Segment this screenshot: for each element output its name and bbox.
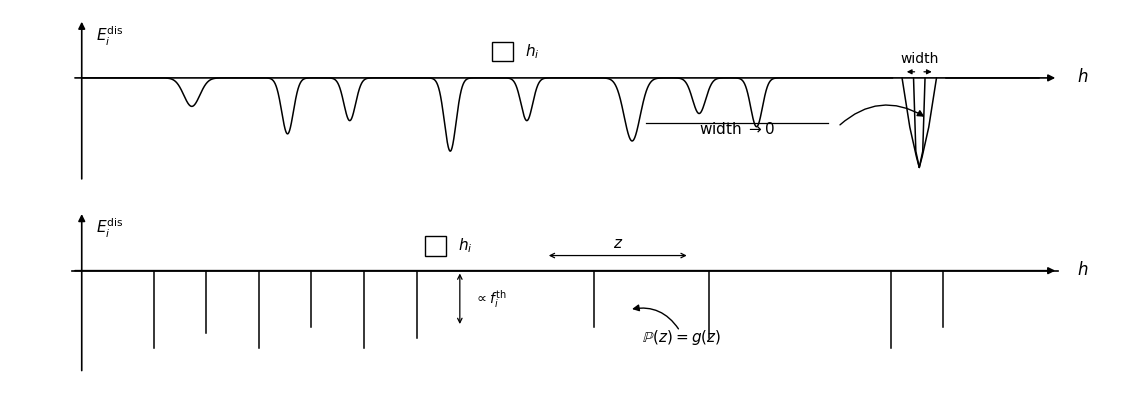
Text: $\mathbb{P}(z) = g(z)$: $\mathbb{P}(z) = g(z)$ [642, 328, 721, 347]
Text: $h$: $h$ [1078, 261, 1089, 279]
Bar [426, 236, 446, 255]
Text: $E_i^{\rm dis}$: $E_i^{\rm dis}$ [96, 25, 124, 48]
Text: $\propto f_i^{\rm th}$: $\propto f_i^{\rm th}$ [475, 288, 506, 310]
Text: width: width [900, 52, 939, 66]
Text: $z$: $z$ [612, 236, 622, 251]
Text: $h$: $h$ [1078, 68, 1089, 86]
Text: $E_i^{\rm dis}$: $E_i^{\rm dis}$ [96, 217, 124, 240]
Bar [493, 42, 513, 61]
Text: $h_i$: $h_i$ [457, 237, 472, 255]
Text: $h_i$: $h_i$ [525, 42, 539, 61]
Text: width $\to 0$: width $\to 0$ [699, 121, 775, 137]
